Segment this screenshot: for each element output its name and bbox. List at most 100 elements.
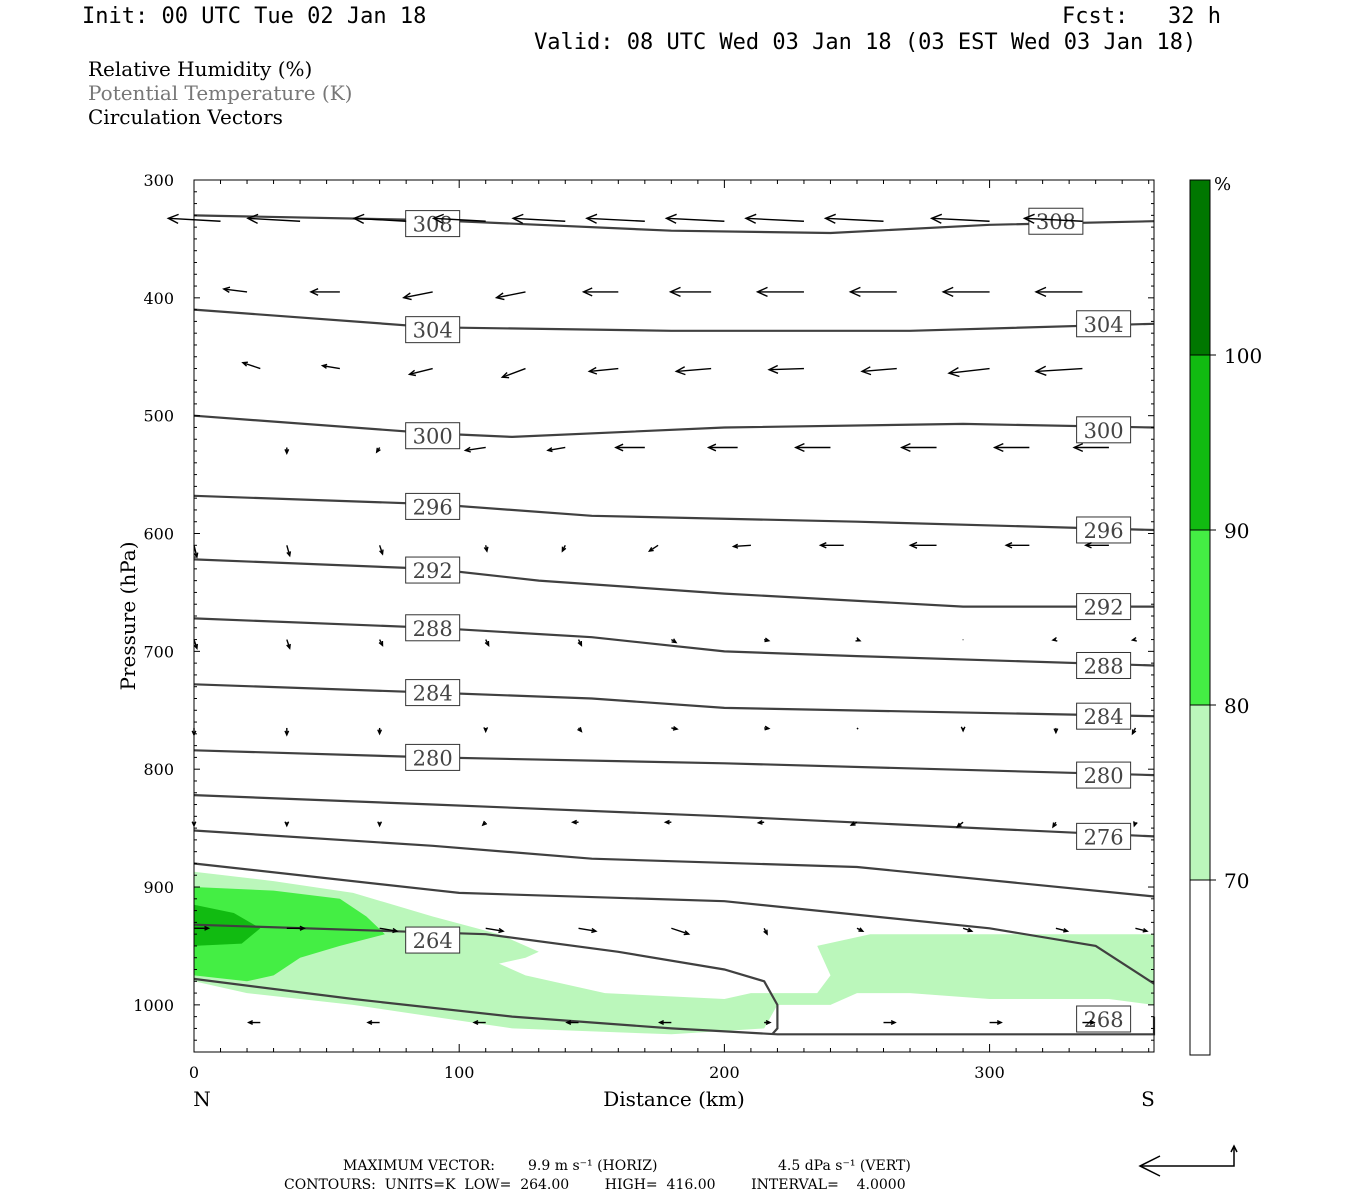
circulation-vector-5-6 xyxy=(763,637,771,643)
circulation-vector-0-9 xyxy=(929,213,990,224)
circulation-vector-8-4 xyxy=(578,927,598,934)
colorbar-bin-80-90 xyxy=(1190,530,1210,705)
vector-head xyxy=(392,927,399,934)
circulation-vector-7-6 xyxy=(756,819,765,825)
circulation-vector-3-4 xyxy=(614,443,645,452)
vector-head xyxy=(767,364,779,374)
colorbar-label-100: 100 xyxy=(1224,344,1262,368)
colorbar-bin-60-70 xyxy=(1190,880,1210,1055)
vector-shaft xyxy=(586,217,645,222)
theta-contour-300 xyxy=(193,414,1155,439)
circulation-vector-6-5 xyxy=(671,726,679,731)
vector-head xyxy=(407,369,417,377)
circulation-vector-6-4 xyxy=(577,727,583,733)
vector-head xyxy=(764,637,771,643)
circulation-vector-1-5 xyxy=(668,286,712,298)
theta-label-box xyxy=(405,316,461,344)
circulation-vector-9-3 xyxy=(565,1020,579,1025)
vector-shaft xyxy=(242,362,261,370)
vector-head xyxy=(193,643,198,650)
circulation-vector-3-3 xyxy=(546,446,566,453)
max-vector-vert: 4.5 dPa s⁻¹ (VERT) xyxy=(778,1158,911,1174)
legend-vectors: Circulation Vectors xyxy=(88,105,283,129)
vector-shaft xyxy=(649,544,659,552)
circulation-vector-1-7 xyxy=(848,286,897,298)
theta-label-text: 288 xyxy=(413,617,453,641)
vector-head xyxy=(500,371,510,379)
circulation-vector-8-5 xyxy=(671,927,691,936)
vector-head xyxy=(284,821,290,828)
circulation-vector-0-8 xyxy=(823,213,884,224)
vector-head xyxy=(1072,442,1084,453)
circulation-vector-6-6 xyxy=(764,725,771,731)
vector-head xyxy=(284,449,290,456)
circulation-vector-2-5 xyxy=(674,366,712,376)
vector-head xyxy=(908,541,918,549)
circulation-vector-9-1 xyxy=(366,1020,380,1025)
theta-contour-label-280-1: 280 xyxy=(1076,761,1132,789)
vector-shaft xyxy=(733,544,751,548)
forecast-hour: Fcst: 32 h xyxy=(1062,4,1221,29)
theta-label-box xyxy=(1076,310,1132,338)
theta-contour-label-276-0: 276 xyxy=(1076,822,1132,850)
theta-contour-label-296-1: 296 xyxy=(1076,516,1132,544)
vector-head xyxy=(585,213,598,224)
theta-label-box xyxy=(1076,1005,1132,1033)
theta-contour-272 xyxy=(193,829,1155,898)
reference-vector xyxy=(1138,1144,1238,1177)
vector-head xyxy=(581,287,593,297)
circulation-vector-4-2 xyxy=(378,545,384,556)
vector-head xyxy=(763,929,768,936)
vector-shaft xyxy=(671,927,689,935)
vector-head xyxy=(511,213,524,225)
theta-label-text: 300 xyxy=(1084,419,1124,443)
y-tick-label-700: 700 xyxy=(143,642,174,661)
circulation-vector-6-7 xyxy=(856,727,859,730)
axis-layer: 300 400 500 600 700 800 900 1000 0 100 200 300 xyxy=(133,171,1154,1082)
vector-shaft xyxy=(286,545,291,556)
vector-head xyxy=(483,546,489,553)
circulation-vector-4-10 xyxy=(1083,542,1109,549)
circulation-vector-3-1 xyxy=(375,447,381,454)
circulation-vector-7-1 xyxy=(284,821,290,828)
vector-head xyxy=(941,286,954,298)
circulation-vector-6-8 xyxy=(960,726,966,733)
vector-shaft xyxy=(1024,217,1083,222)
circulation-vector-3-8 xyxy=(992,442,1030,453)
vector-head xyxy=(706,443,717,452)
circulation-vector-1-0 xyxy=(222,286,248,293)
vector-head xyxy=(848,286,861,298)
circulation-vector-5-10 xyxy=(1130,637,1137,642)
vector-head xyxy=(855,637,862,642)
vector-shaft xyxy=(353,217,407,222)
vector-head xyxy=(683,930,691,936)
circulation-vector-5-1 xyxy=(286,639,291,650)
circulation-vector-6-2 xyxy=(377,727,383,736)
circulation-vector-9-7 xyxy=(989,1020,1003,1025)
circulation-vector-0-2 xyxy=(352,213,407,225)
vector-head xyxy=(246,213,259,225)
vector-head xyxy=(1034,286,1047,298)
vector-shaft xyxy=(322,364,340,370)
vector-head xyxy=(320,363,328,369)
vector-head xyxy=(1051,637,1058,642)
colorbar-bin-100-110 xyxy=(1190,180,1210,355)
circulation-vector-3-9 xyxy=(1072,442,1109,453)
theta-label-box xyxy=(1076,651,1132,679)
circulation-vector-4-8 xyxy=(908,541,937,549)
x-tick-label-300: 300 xyxy=(974,1063,1005,1082)
vector-shaft xyxy=(465,446,486,452)
vector-head xyxy=(671,638,678,644)
circulation-vector-0-1 xyxy=(246,213,301,225)
theta-label-text: 296 xyxy=(1084,519,1124,543)
theta-label-box xyxy=(1076,416,1132,444)
circulation-vector-9-2 xyxy=(472,1020,486,1025)
vector-head xyxy=(591,927,598,934)
circulation-vector-0-7 xyxy=(744,213,804,224)
colorbar-bin-90-100 xyxy=(1190,355,1210,530)
vector-head xyxy=(166,213,179,225)
vector-head xyxy=(818,542,827,549)
circulation-vector-6-10 xyxy=(1131,727,1137,736)
theta-contour-280 xyxy=(193,749,1155,777)
theta-label-text: 300 xyxy=(413,425,453,449)
